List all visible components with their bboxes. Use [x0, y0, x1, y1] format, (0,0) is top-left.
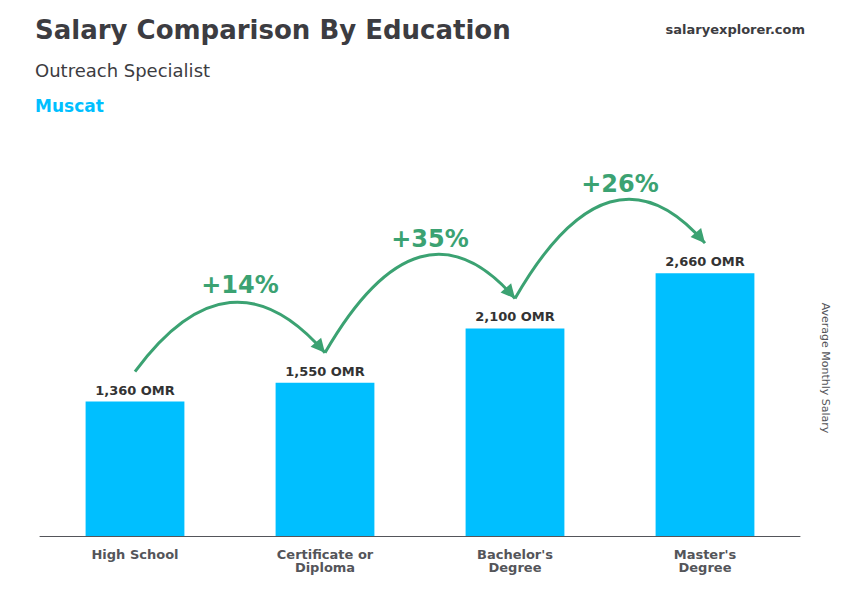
svg-text:1,360 OMR: 1,360 OMR: [95, 383, 175, 398]
svg-text:Salary Comparison By Education: Salary Comparison By Education: [35, 15, 511, 45]
svg-text:Diploma: Diploma: [295, 560, 355, 575]
svg-text:salaryexplorer.com: salaryexplorer.com: [666, 22, 805, 37]
svg-text:+26%: +26%: [581, 170, 659, 198]
svg-text:Degree: Degree: [489, 560, 542, 575]
svg-text:1,550 OMR: 1,550 OMR: [285, 364, 365, 379]
svg-text:Muscat: Muscat: [35, 96, 104, 116]
svg-text:Master's: Master's: [673, 547, 737, 562]
svg-text:High School: High School: [91, 547, 178, 562]
svg-text:2,660 OMR: 2,660 OMR: [665, 254, 745, 269]
svg-text:Average Monthly Salary: Average Monthly Salary: [819, 303, 832, 434]
svg-text:+14%: +14%: [201, 271, 279, 299]
svg-text:+35%: +35%: [391, 225, 469, 253]
svg-text:Degree: Degree: [679, 560, 732, 575]
svg-text:Outreach Specialist: Outreach Specialist: [35, 60, 210, 81]
svg-text:Certificate or: Certificate or: [276, 547, 374, 562]
svg-text:Bachelor's: Bachelor's: [477, 547, 553, 562]
svg-text:2,100 OMR: 2,100 OMR: [475, 309, 555, 324]
